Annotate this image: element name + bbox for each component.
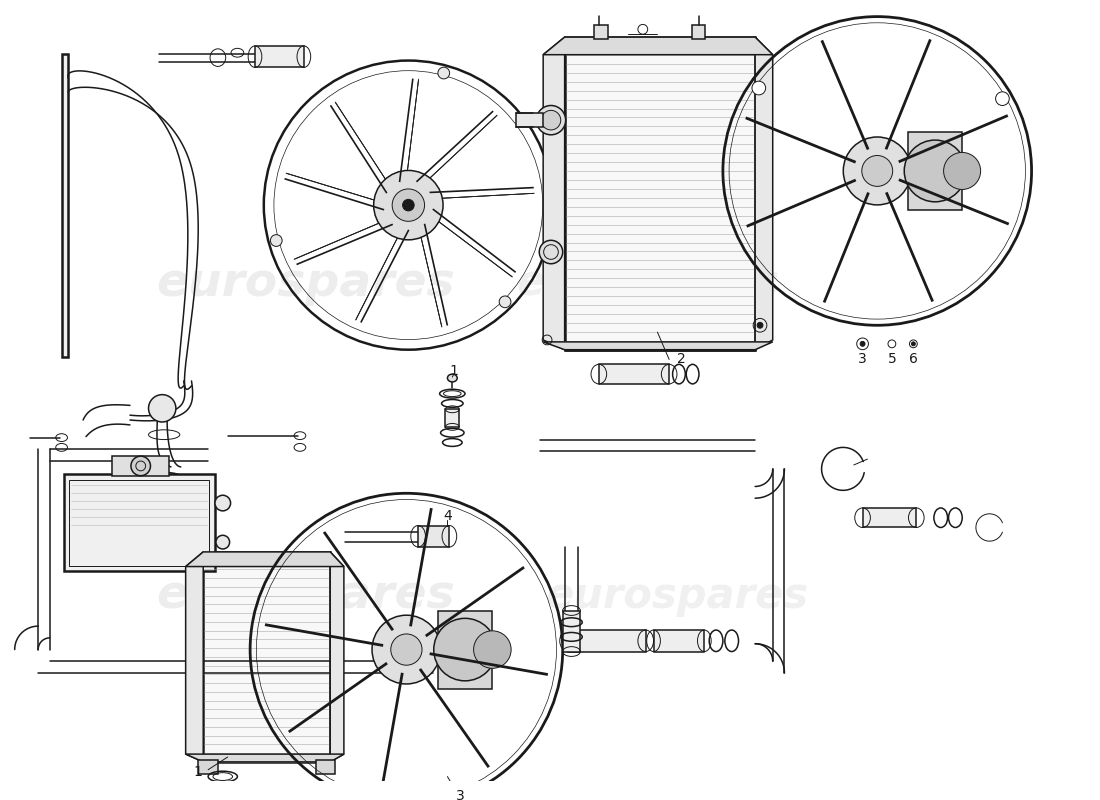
Bar [653, 630, 704, 651]
Bar [563, 610, 581, 651]
Circle shape [912, 342, 915, 346]
Ellipse shape [541, 110, 561, 130]
Bar [692, 26, 705, 39]
Circle shape [374, 170, 443, 240]
Bar [564, 37, 755, 350]
Circle shape [403, 199, 414, 211]
Circle shape [752, 81, 766, 95]
Circle shape [271, 234, 282, 246]
Circle shape [393, 189, 425, 222]
Circle shape [372, 615, 441, 684]
Ellipse shape [539, 240, 563, 264]
Polygon shape [543, 37, 772, 54]
Bar [446, 410, 459, 427]
Polygon shape [186, 552, 204, 762]
Polygon shape [543, 342, 772, 350]
Polygon shape [755, 37, 772, 350]
Polygon shape [186, 754, 344, 762]
Bar [204, 552, 330, 762]
Text: 2: 2 [678, 353, 686, 366]
Bar [862, 508, 916, 527]
Bar [418, 526, 450, 547]
Bar [64, 474, 215, 571]
Bar [568, 630, 646, 651]
Text: 1: 1 [194, 765, 202, 778]
Circle shape [433, 618, 496, 681]
Circle shape [757, 322, 763, 328]
Circle shape [131, 456, 151, 476]
Text: 6: 6 [909, 353, 917, 366]
Circle shape [844, 137, 911, 205]
Bar [152, 489, 176, 522]
Circle shape [474, 631, 512, 668]
Bar [594, 26, 607, 39]
Text: 1: 1 [450, 364, 459, 378]
Bar [438, 610, 493, 689]
Circle shape [148, 394, 176, 422]
Circle shape [944, 153, 980, 190]
Bar [198, 760, 218, 774]
Circle shape [904, 140, 966, 202]
Text: 4: 4 [443, 509, 452, 522]
Text: eurospares: eurospares [156, 261, 455, 306]
Bar [255, 46, 304, 67]
Text: 3: 3 [455, 789, 464, 800]
Text: 3: 3 [858, 353, 867, 366]
Bar [909, 132, 962, 210]
Bar [316, 760, 336, 774]
Bar [598, 364, 669, 384]
Ellipse shape [214, 495, 231, 511]
Circle shape [861, 155, 893, 186]
Text: eurospares: eurospares [156, 574, 455, 618]
Circle shape [499, 296, 510, 308]
Circle shape [438, 67, 450, 79]
Polygon shape [330, 552, 344, 762]
Text: eurospares: eurospares [516, 262, 779, 304]
Text: eurospares: eurospares [546, 575, 808, 617]
Polygon shape [543, 37, 564, 350]
Bar [112, 456, 169, 476]
Ellipse shape [448, 374, 458, 382]
Ellipse shape [216, 535, 230, 549]
Text: 5: 5 [888, 353, 896, 366]
Ellipse shape [537, 106, 565, 135]
Bar [214, 797, 231, 800]
Bar [69, 480, 209, 566]
Bar [62, 54, 68, 357]
Circle shape [390, 634, 422, 666]
Bar [516, 114, 543, 127]
Circle shape [996, 92, 1010, 106]
Circle shape [860, 342, 865, 346]
Polygon shape [186, 552, 344, 566]
